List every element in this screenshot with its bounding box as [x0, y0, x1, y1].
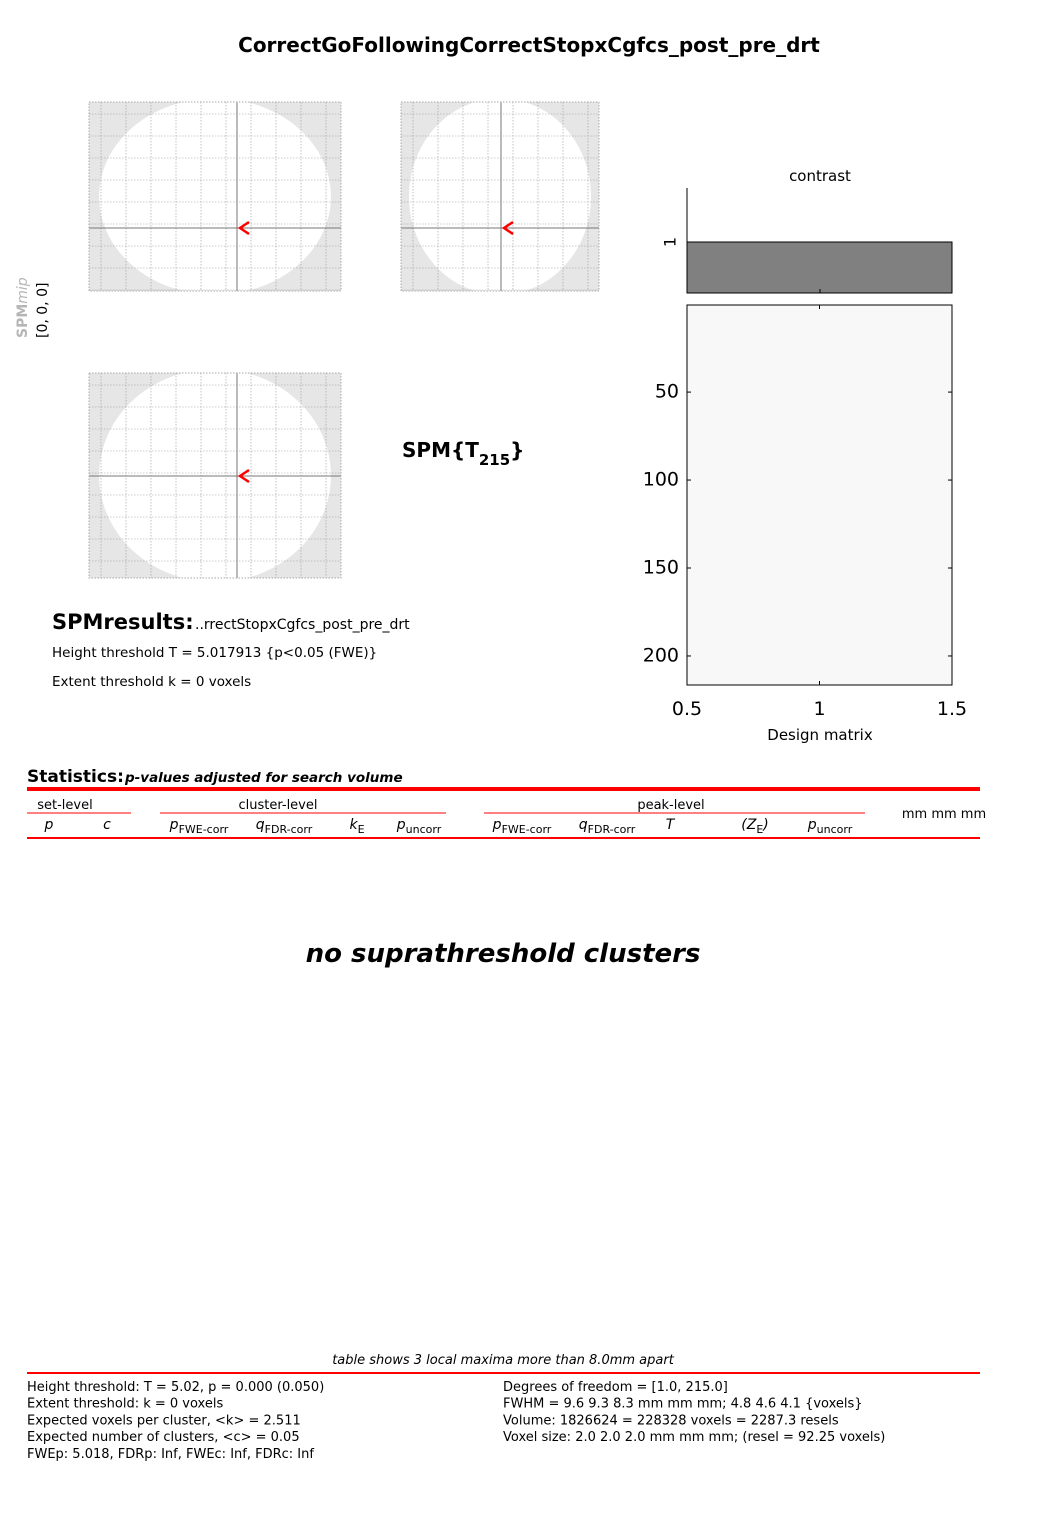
column-header: p — [44, 817, 54, 833]
footer-left-line: FWEp: 5.018, FDRp: Inf, FWEc: Inf, FDRc:… — [27, 1447, 314, 1462]
column-subscript: uncorr — [406, 823, 442, 836]
design-matrix: 50 100 150 200 0.5 1 1.5 — [643, 304, 967, 720]
brain-outline — [99, 98, 331, 295]
contrast-tick-label: 1 — [661, 237, 680, 247]
column-header: qFDR-corr — [256, 817, 313, 836]
results-heading: SPMresults: — [52, 610, 194, 634]
column-symbol: k — [349, 817, 358, 833]
column-subscript: FDR-corr — [265, 823, 313, 836]
column-symbol: c — [103, 817, 111, 833]
x-tick-label: 1.5 — [937, 698, 967, 720]
cursor-marker — [237, 468, 250, 484]
column-subscript: FWE-corr — [179, 823, 229, 836]
contrast-bar — [686, 241, 953, 294]
mip-label-italic: mip — [15, 277, 31, 304]
statistics-heading: Statistics: — [27, 767, 124, 787]
column-symbol: p — [396, 817, 406, 833]
column-symbol: p — [169, 817, 179, 833]
results-name: ..rrectStopxCgfcs_post_pre_drt — [195, 617, 410, 633]
column-header: pFWE-corr — [169, 817, 229, 836]
brain-outline — [408, 98, 592, 295]
y-tick-label: 100 — [643, 469, 679, 491]
contrast-title: contrast — [789, 167, 851, 185]
mip-panels — [88, 98, 600, 583]
column-symbol: p — [492, 817, 502, 833]
mip-border — [88, 101, 342, 292]
column-suffix: ) — [762, 817, 768, 833]
column-header: (ZE) — [741, 817, 768, 836]
statistics-subheading: p-values adjusted for search volume — [124, 770, 403, 786]
footer-left-line: Height threshold: T = 5.02, p = 0.000 (0… — [27, 1380, 324, 1395]
column-symbol: p — [44, 817, 54, 833]
column-subscript: E — [358, 823, 365, 836]
footer-right-line: Degrees of freedom = [1.0, 215.0] — [503, 1380, 728, 1395]
y-tick-label: 50 — [655, 381, 679, 403]
statistic-label: SPM{T215} — [402, 438, 524, 469]
mip-border — [88, 372, 342, 579]
column-subscript: FDR-corr — [588, 823, 636, 836]
x-tick-label: 0.5 — [672, 698, 702, 720]
coords-header: mm mm mm — [902, 807, 986, 822]
column-symbol: q — [256, 817, 265, 833]
group-label: peak-level — [637, 798, 704, 813]
group-label: cluster-level — [239, 798, 318, 813]
statistic-prefix: SPM{T — [402, 438, 479, 462]
footer-left-line: Expected number of clusters, <c> = 0.05 — [27, 1430, 300, 1445]
mip-label: SPMmip — [15, 277, 31, 338]
column-subscript: E — [756, 823, 763, 836]
column-header: kE — [349, 817, 364, 836]
column-symbol: p — [807, 817, 817, 833]
column-subscript: uncorr — [817, 823, 853, 836]
column-symbol: T — [666, 817, 676, 833]
footer-right-line: Volume: 1826624 = 228328 voxels = 2287.3… — [503, 1413, 839, 1428]
mip-panel — [88, 368, 342, 583]
cursor-marker — [501, 220, 514, 236]
footer-right-line: Voxel size: 2.0 2.0 2.0 mm mm mm; (resel… — [503, 1430, 885, 1445]
column-header: T — [666, 817, 676, 833]
mip-border — [400, 101, 600, 292]
footer-summary: Height threshold: T = 5.02, p = 0.000 (0… — [27, 1380, 885, 1462]
height-threshold: Height threshold T = 5.017913 {p<0.05 (F… — [52, 645, 377, 661]
column-symbol: q — [579, 817, 588, 833]
empty-message: no suprathreshold clusters — [306, 939, 701, 969]
footer-left-line: Expected voxels per cluster, <k> = 2.511 — [27, 1413, 301, 1428]
column-header: qFDR-corr — [579, 817, 636, 836]
title: CorrectGoFollowingCorrectStopxCgfcs_post… — [238, 33, 820, 57]
statistic-subscript: 215 — [479, 451, 510, 469]
extent-threshold: Extent threshold k = 0 voxels — [52, 674, 251, 690]
design-matrix-label: Design matrix — [767, 726, 873, 744]
footer-right-line: FWHM = 9.6 9.3 8.3 mm mm mm; 4.8 4.6 4.1… — [503, 1397, 863, 1412]
design-matrix-image — [686, 304, 953, 686]
column-subscript: FWE-corr — [502, 823, 552, 836]
mip-panel — [88, 98, 342, 295]
column-header: pFWE-corr — [492, 817, 552, 836]
y-tick-label: 150 — [643, 557, 679, 579]
footer-note: table shows 3 local maxima more than 8.0… — [332, 1353, 675, 1368]
cursor-marker — [237, 220, 250, 236]
column-header: puncorr — [396, 817, 442, 836]
x-tick-label: 1 — [813, 698, 825, 720]
footer-left-line: Extent threshold: k = 0 voxels — [27, 1397, 223, 1412]
mip-coords: [0, 0, 0] — [35, 283, 51, 338]
mip-panel — [400, 98, 600, 295]
column-header: puncorr — [807, 817, 853, 836]
column-header: c — [103, 817, 111, 833]
column-symbol: (Z — [741, 817, 756, 833]
group-label: set-level — [37, 798, 92, 813]
contrast-plot: 1 — [661, 188, 953, 294]
statistic-suffix: } — [510, 438, 524, 462]
y-tick-label: 200 — [643, 644, 679, 666]
mip-label-bold: SPM — [15, 304, 31, 338]
